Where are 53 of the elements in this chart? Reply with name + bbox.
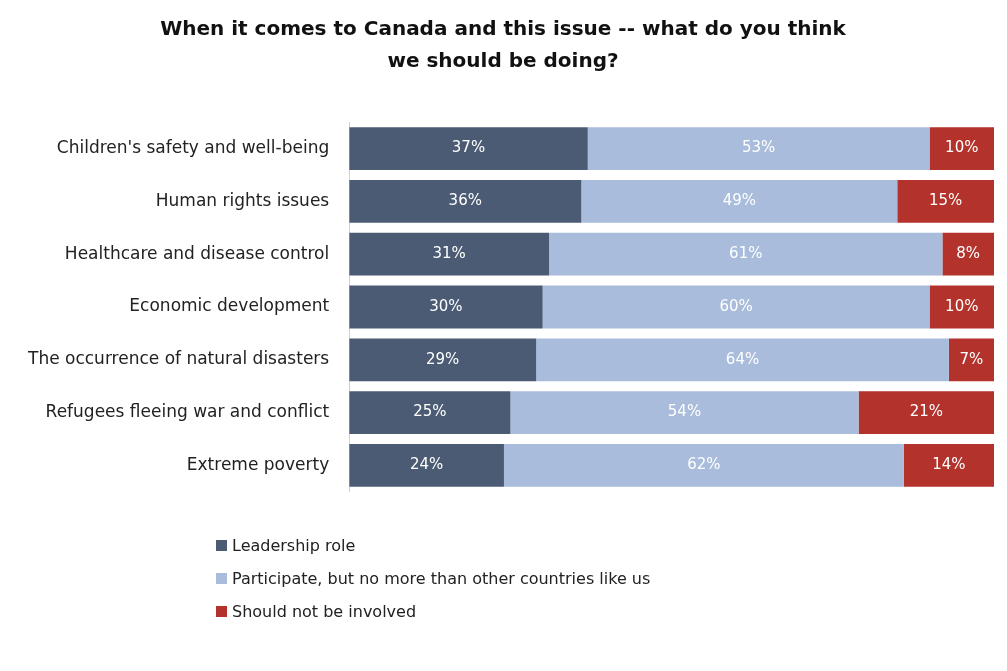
bar	[536, 338, 949, 382]
bar	[349, 232, 550, 276]
bar	[581, 180, 898, 223]
bar	[903, 444, 994, 487]
data-label: 54%	[667, 402, 702, 421]
bar	[349, 444, 504, 487]
bar	[542, 285, 930, 329]
data-label: 60%	[719, 296, 753, 315]
data-label: 64%	[725, 349, 760, 368]
bar	[942, 232, 994, 276]
chart-title: When it comes to Canada and this issue -- what do you think we should be doing?	[159, 15, 847, 74]
data-label: 14%	[932, 455, 966, 474]
data-label: 8%	[956, 244, 981, 263]
bar	[349, 391, 511, 434]
data-label: 53%	[741, 138, 776, 157]
data-label: 31%	[432, 244, 466, 263]
legend-label: Leadership role	[232, 536, 356, 555]
bar	[587, 127, 930, 170]
y-tick-label: The occurrence of natural disasters	[26, 348, 330, 369]
y-tick-label: Refugees fleeing war and conflict	[45, 401, 330, 422]
bar	[948, 338, 994, 382]
data-label: 30%	[429, 296, 463, 315]
data-label: 62%	[687, 455, 721, 474]
y-tick-label: Healthcare and disease control	[64, 242, 330, 263]
bar	[349, 127, 588, 170]
bar	[503, 444, 904, 487]
data-label: 29%	[426, 349, 460, 368]
y-tick-label: Extreme poverty	[186, 453, 330, 474]
y-tick-label: Children's safety and well-being	[56, 137, 330, 158]
bar	[349, 338, 537, 382]
bar	[897, 180, 994, 223]
data-label: 7%	[959, 349, 984, 368]
data-label: 10%	[945, 296, 979, 315]
data-label: 21%	[909, 402, 943, 421]
data-label: 36%	[448, 191, 482, 210]
bar	[510, 391, 859, 434]
y-tick-label: Human rights issues	[155, 189, 330, 210]
bar	[929, 285, 994, 329]
data-label: 61%	[729, 244, 763, 263]
y-tick-label: Economic development	[129, 295, 330, 316]
bar	[349, 180, 582, 223]
data-label: 15%	[928, 191, 963, 210]
bar	[549, 232, 943, 276]
bar	[929, 127, 994, 170]
data-label: 24%	[409, 455, 444, 474]
data-label: 49%	[722, 191, 756, 210]
legend-label: Participate, but no more than other countries like us	[232, 569, 651, 588]
legend-label: Should not be involved	[232, 602, 417, 621]
data-label: 25%	[413, 402, 447, 421]
bar	[858, 391, 994, 434]
data-label: 37%	[451, 138, 486, 157]
data-label: 10%	[945, 138, 979, 157]
bar	[349, 285, 543, 329]
